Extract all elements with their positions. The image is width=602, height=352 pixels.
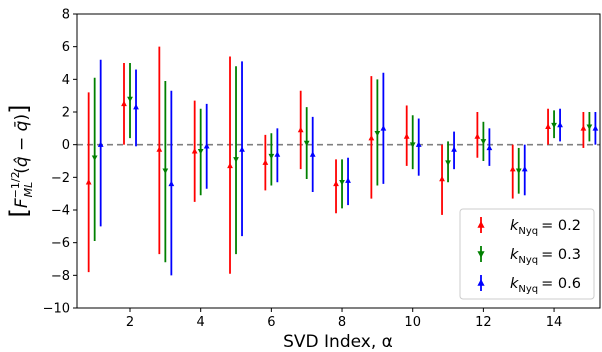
y-tick-label: 2	[62, 106, 70, 121]
data-point	[509, 165, 516, 172]
x-tick-label: 12	[475, 315, 492, 330]
y-tick-label: −2	[51, 171, 70, 186]
data-point	[345, 177, 351, 183]
data-point	[191, 148, 198, 154]
data-point	[203, 143, 210, 149]
data-point	[480, 139, 487, 145]
data-point	[274, 151, 281, 157]
data-point	[133, 103, 139, 110]
y-tick-label: 0	[62, 138, 70, 153]
data-point	[309, 151, 316, 157]
legend-entry: kNyq = 0.3	[477, 246, 581, 266]
legend: kNyq = 0.2 kNyq = 0.3 kNyq = 0.6	[459, 208, 595, 300]
data-point	[380, 125, 387, 131]
data-point	[303, 140, 310, 147]
y-tick-label: −10	[43, 302, 70, 317]
data-point	[521, 165, 528, 172]
legend-entry: kNyq = 0.6	[477, 275, 581, 295]
data-point	[97, 141, 104, 147]
x-tick-label: 4	[197, 315, 205, 330]
data-point	[374, 130, 381, 137]
y-tick-label: −6	[51, 236, 70, 251]
data-point	[409, 142, 416, 148]
x-tick-label: 6	[267, 315, 275, 330]
x-tick-label: 8	[338, 315, 346, 330]
legend-swatch-marker	[477, 251, 485, 258]
data-point	[445, 160, 451, 166]
data-point	[121, 100, 127, 107]
x-tick-label: 10	[404, 315, 421, 330]
data-point	[168, 180, 175, 187]
x-axis: 2 4 6 8 10 12 14	[126, 308, 562, 330]
y-axis-label: [F−1/2ML(q̂ − q̄)]	[5, 104, 35, 217]
y-tick-label: 6	[62, 40, 70, 55]
data-point	[262, 159, 269, 165]
series-2	[91, 63, 593, 263]
series-3	[97, 59, 599, 276]
data-point	[156, 146, 163, 152]
data-point	[403, 133, 410, 139]
data-point	[451, 146, 457, 152]
data-point	[439, 175, 445, 182]
data-point	[297, 126, 304, 133]
svg-text:[F−1/2ML(q̂ − q̄)]: [F−1/2ML(q̂ − q̄)]	[5, 104, 35, 217]
data-point	[592, 125, 599, 131]
data-point	[551, 122, 557, 129]
y-tick-label: 4	[62, 73, 70, 88]
data-point	[474, 133, 481, 139]
data-point	[415, 141, 422, 147]
legend-swatch-marker	[477, 279, 485, 286]
y-tick-label: −8	[51, 269, 70, 284]
plot-frame	[76, 13, 601, 309]
data-point	[239, 146, 245, 152]
data-point	[85, 179, 92, 185]
legend-label: kNyq = 0.6	[510, 276, 581, 295]
data-point	[586, 124, 593, 130]
data-point	[368, 134, 375, 141]
legend-swatch-marker	[477, 221, 485, 228]
data-point	[127, 96, 133, 103]
x-tick-label: 14	[546, 315, 563, 330]
data-point	[545, 123, 551, 129]
y-tick-label: 8	[62, 8, 70, 23]
data-point	[227, 162, 233, 169]
data-point	[333, 180, 339, 187]
errorbar-layer	[85, 46, 599, 276]
x-axis-label: SVD Index, α	[283, 332, 393, 352]
data-point	[162, 168, 169, 174]
y-axis: −10 −8 −6 −4 −2 0 2 4 6 8	[43, 8, 77, 317]
data-point	[268, 153, 275, 160]
x-tick-label: 2	[126, 315, 134, 330]
data-point	[486, 144, 493, 151]
data-point	[557, 121, 563, 128]
legend-box	[459, 208, 595, 300]
data-point	[580, 125, 587, 131]
legend-entry: kNyq = 0.2	[477, 217, 581, 237]
data-point	[515, 168, 522, 174]
data-point	[91, 155, 98, 161]
series-1	[85, 46, 587, 274]
data-point	[197, 148, 204, 155]
legend-label: kNyq = 0.2	[510, 218, 581, 237]
data-point	[339, 179, 345, 186]
data-point	[233, 157, 239, 163]
y-tick-label: −4	[51, 204, 70, 219]
legend-label: kNyq = 0.3	[510, 247, 581, 266]
